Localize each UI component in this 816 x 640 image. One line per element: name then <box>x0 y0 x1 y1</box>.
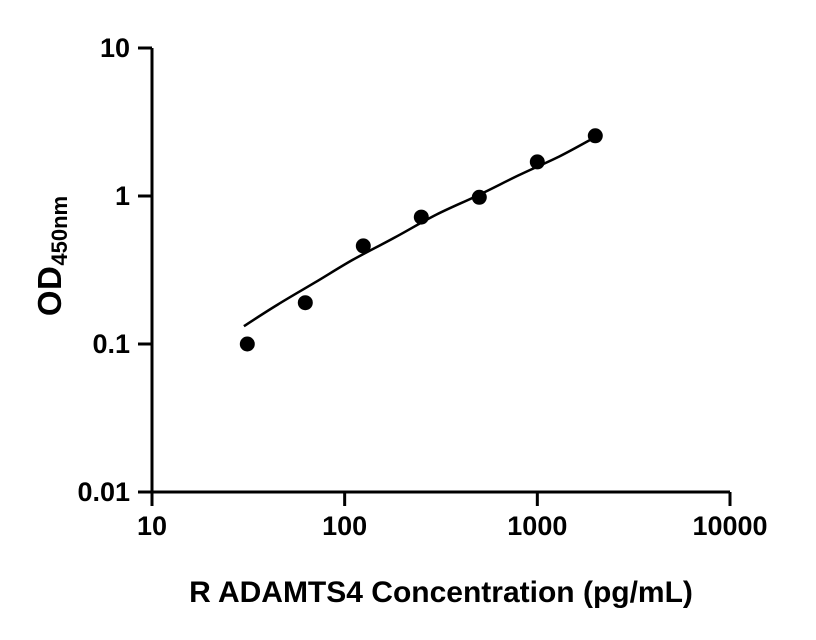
data-point <box>471 189 487 205</box>
x-tick-label: 10000 <box>692 511 767 541</box>
y-tick-label: 0.01 <box>77 477 130 507</box>
x-tick-label: 1000 <box>507 511 567 541</box>
y-axis-title-subscript: 450nm <box>47 195 72 266</box>
data-point <box>413 209 429 225</box>
y-axis-title: OD450nm <box>31 196 73 316</box>
x-axis-title: R ADAMTS4 Concentration (pg/mL) <box>189 576 693 609</box>
y-tick-label: 1 <box>115 181 130 211</box>
x-tick-label: 10 <box>137 511 167 541</box>
y-tick-label: 10 <box>100 33 130 63</box>
data-point <box>239 336 255 352</box>
data-point <box>297 295 313 311</box>
data-point <box>355 238 371 254</box>
data-point <box>587 128 603 144</box>
data-point <box>529 154 545 170</box>
x-tick-label: 100 <box>322 511 367 541</box>
y-tick-label: 0.1 <box>92 329 130 359</box>
y-axis-title-main: OD <box>31 265 68 317</box>
